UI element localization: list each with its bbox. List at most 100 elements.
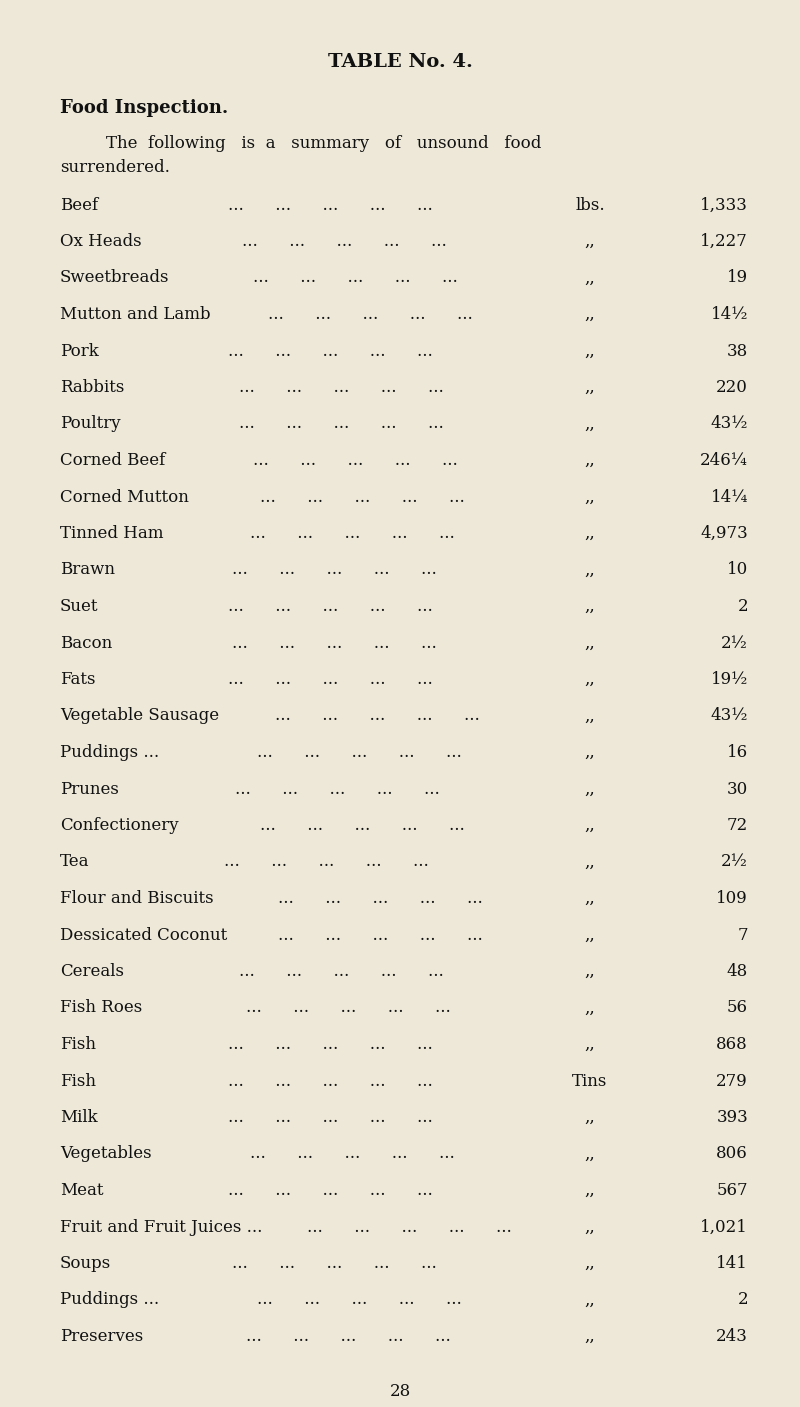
Text: ,,: ,, [585, 926, 595, 944]
Text: Fish: Fish [60, 1072, 96, 1089]
Text: ,,: ,, [585, 415, 595, 432]
Text: 2: 2 [738, 1292, 748, 1309]
Text: Bacon: Bacon [60, 635, 112, 651]
Text: ...      ...      ...      ...      ...: ... ... ... ... ... [235, 781, 440, 798]
Text: ,,: ,, [585, 561, 595, 578]
Text: Corned Beef: Corned Beef [60, 452, 166, 469]
Text: ...      ...      ...      ...      ...: ... ... ... ... ... [278, 891, 483, 908]
Text: 14¼: 14¼ [710, 488, 748, 505]
Text: 28: 28 [390, 1383, 410, 1400]
Text: ...      ...      ...      ...      ...: ... ... ... ... ... [254, 452, 458, 469]
Text: 14½: 14½ [710, 305, 748, 324]
Text: 141: 141 [716, 1255, 748, 1272]
Text: ,,: ,, [585, 999, 595, 1016]
Text: ,,: ,, [585, 1255, 595, 1272]
Text: ...      ...      ...      ...      ...: ... ... ... ... ... [232, 635, 436, 651]
Text: ,,: ,, [585, 598, 595, 615]
Text: ,,: ,, [585, 891, 595, 908]
Text: ...      ...      ...      ...      ...: ... ... ... ... ... [239, 378, 443, 395]
Text: 4,973: 4,973 [700, 525, 748, 542]
Text: ,,: ,, [585, 1145, 595, 1162]
Text: 16: 16 [727, 744, 748, 761]
Text: ...      ...      ...      ...      ...: ... ... ... ... ... [246, 1328, 450, 1345]
Text: ...      ...      ...      ...      ...: ... ... ... ... ... [228, 1072, 433, 1089]
Text: ...      ...      ...      ...      ...: ... ... ... ... ... [228, 197, 433, 214]
Text: ,,: ,, [585, 452, 595, 469]
Text: ,,: ,, [585, 744, 595, 761]
Text: ,,: ,, [585, 342, 595, 360]
Text: ,,: ,, [585, 817, 595, 834]
Text: 30: 30 [726, 781, 748, 798]
Text: Vegetable Sausage: Vegetable Sausage [60, 708, 219, 725]
Text: ...      ...      ...      ...      ...: ... ... ... ... ... [228, 1036, 433, 1052]
Text: Fish: Fish [60, 1036, 96, 1052]
Text: Puddings ...: Puddings ... [60, 1292, 159, 1309]
Text: ...      ...      ...      ...      ...: ... ... ... ... ... [275, 708, 479, 725]
Text: ...      ...      ...      ...      ...: ... ... ... ... ... [242, 234, 447, 250]
Text: Mutton and Lamb: Mutton and Lamb [60, 305, 210, 324]
Text: Puddings ...: Puddings ... [60, 744, 159, 761]
Text: ...      ...      ...      ...      ...: ... ... ... ... ... [257, 744, 462, 761]
Text: 246¼: 246¼ [700, 452, 748, 469]
Text: Tinned Ham: Tinned Ham [60, 525, 163, 542]
Text: Ox Heads: Ox Heads [60, 234, 142, 250]
Text: Sweetbreads: Sweetbreads [60, 270, 170, 287]
Text: ,,: ,, [585, 962, 595, 981]
Text: 1,333: 1,333 [700, 197, 748, 214]
Text: 72: 72 [726, 817, 748, 834]
Text: Rabbits: Rabbits [60, 378, 124, 395]
Text: Flour and Biscuits: Flour and Biscuits [60, 891, 214, 908]
Text: Tins: Tins [572, 1072, 608, 1089]
Text: 43½: 43½ [710, 415, 748, 432]
Text: Cereals: Cereals [60, 962, 124, 981]
Text: Corned Mutton: Corned Mutton [60, 488, 189, 505]
Text: 7: 7 [738, 926, 748, 944]
Text: surrendered.: surrendered. [60, 159, 170, 176]
Text: 19: 19 [727, 270, 748, 287]
Text: 567: 567 [716, 1182, 748, 1199]
Text: 2½: 2½ [722, 635, 748, 651]
Text: Dessicated Coconut: Dessicated Coconut [60, 926, 227, 944]
Text: Vegetables: Vegetables [60, 1145, 152, 1162]
Text: 109: 109 [716, 891, 748, 908]
Text: 43½: 43½ [710, 708, 748, 725]
Text: ,,: ,, [585, 305, 595, 324]
Text: ...      ...      ...      ...      ...: ... ... ... ... ... [254, 270, 458, 287]
Text: Poultry: Poultry [60, 415, 121, 432]
Text: ,,: ,, [585, 708, 595, 725]
Text: ,,: ,, [585, 525, 595, 542]
Text: 48: 48 [726, 962, 748, 981]
Text: 393: 393 [716, 1109, 748, 1126]
Text: Food Inspection.: Food Inspection. [60, 98, 228, 117]
Text: ...      ...      ...      ...      ...: ... ... ... ... ... [278, 926, 483, 944]
Text: ,,: ,, [585, 270, 595, 287]
Text: 2: 2 [738, 598, 748, 615]
Text: 2½: 2½ [722, 854, 748, 871]
Text: 56: 56 [727, 999, 748, 1016]
Text: ,,: ,, [585, 1292, 595, 1309]
Text: ...      ...      ...      ...      ...: ... ... ... ... ... [232, 1255, 436, 1272]
Text: The  following   is  a   summary   of   unsound   food: The following is a summary of unsound fo… [85, 135, 542, 152]
Text: ...      ...      ...      ...      ...: ... ... ... ... ... [225, 854, 429, 871]
Text: ...      ...      ...      ...      ...: ... ... ... ... ... [228, 598, 433, 615]
Text: ,,: ,, [585, 854, 595, 871]
Text: 1,227: 1,227 [700, 234, 748, 250]
Text: ,,: ,, [585, 378, 595, 395]
Text: ...      ...      ...      ...      ...: ... ... ... ... ... [261, 488, 465, 505]
Text: ...      ...      ...      ...      ...: ... ... ... ... ... [228, 342, 433, 360]
Text: Beef: Beef [60, 197, 98, 214]
Text: ,,: ,, [585, 671, 595, 688]
Text: 1,021: 1,021 [700, 1218, 748, 1235]
Text: Milk: Milk [60, 1109, 98, 1126]
Text: ...      ...      ...      ...      ...: ... ... ... ... ... [239, 962, 443, 981]
Text: Fats: Fats [60, 671, 95, 688]
Text: Meat: Meat [60, 1182, 103, 1199]
Text: ...      ...      ...      ...      ...: ... ... ... ... ... [250, 1145, 454, 1162]
Text: 279: 279 [716, 1072, 748, 1089]
Text: Brawn: Brawn [60, 561, 115, 578]
Text: ...      ...      ...      ...      ...: ... ... ... ... ... [250, 525, 454, 542]
Text: 243: 243 [716, 1328, 748, 1345]
Text: ...      ...      ...      ...      ...: ... ... ... ... ... [232, 561, 436, 578]
Text: 10: 10 [726, 561, 748, 578]
Text: ...      ...      ...      ...      ...: ... ... ... ... ... [246, 999, 450, 1016]
